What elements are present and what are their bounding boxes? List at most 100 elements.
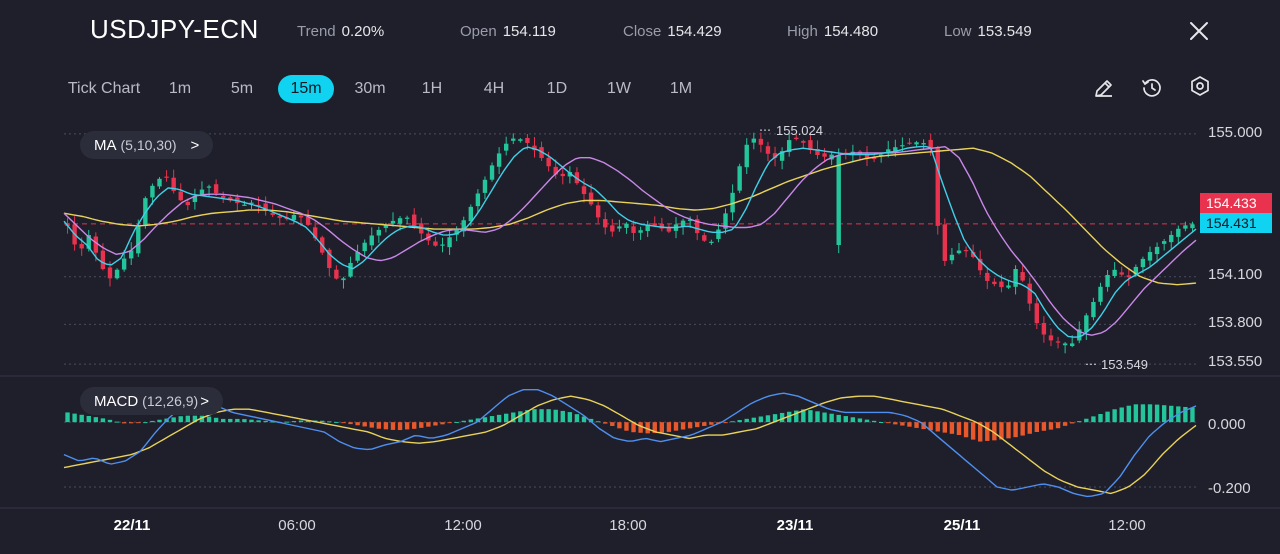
candle-up (956, 250, 962, 254)
timeframe-1mo[interactable]: 1M (669, 80, 693, 97)
time-tick-label: 22/11 (113, 517, 151, 534)
candle-up (157, 178, 162, 187)
macd-histogram-bar (383, 422, 389, 430)
macd-histogram-bar (100, 418, 106, 423)
candle-up (291, 214, 297, 220)
macd-histogram-bar (772, 414, 778, 423)
candle-up (709, 241, 714, 243)
macd-histogram-bar (567, 412, 573, 423)
stat-high: High 154.480 (787, 23, 878, 40)
candle-up (468, 206, 474, 222)
candle-up (86, 235, 91, 249)
candle-up (1084, 315, 1089, 333)
macd-histogram-bar (185, 415, 191, 423)
close-icon[interactable] (1186, 18, 1212, 44)
macd-histogram-bar (702, 422, 707, 426)
candles-group (65, 132, 1195, 354)
candle-up (1098, 286, 1103, 302)
macd-histogram-bar (404, 422, 410, 430)
candle-up (199, 189, 205, 195)
candle-up (129, 250, 134, 259)
candle-down (79, 244, 84, 249)
macd-histogram-bar (907, 422, 912, 427)
timeframe-1w[interactable]: 1W (607, 80, 631, 97)
chevron-right-icon: > (190, 137, 200, 154)
bid-price-tag: 154.433 (1200, 193, 1272, 213)
macd-histogram-bar (871, 420, 877, 423)
macd-histogram-bar (291, 421, 297, 423)
macd-histogram-bar (199, 415, 205, 423)
macd-histogram-bar (1020, 422, 1025, 436)
candle-down (963, 249, 969, 252)
macd-histogram-bar (235, 418, 240, 423)
macd-histogram-bar (857, 418, 863, 423)
timeframe-1d[interactable]: 1D (546, 80, 568, 97)
macd-histogram-bar (1069, 422, 1075, 424)
candle-up (206, 186, 212, 188)
time-tick-label: 25/11 (943, 517, 981, 534)
timeframe-1h[interactable]: 1H (421, 80, 443, 97)
candle-up (1161, 241, 1167, 244)
macd-histogram-bar (744, 418, 749, 423)
timeframe-5m[interactable]: 5m (230, 80, 254, 97)
candle-up (511, 138, 516, 141)
candle-down (588, 192, 594, 205)
macd-histogram-bar (206, 416, 212, 423)
macd-histogram-bar (213, 417, 219, 423)
ma-indicator-pill[interactable]: MA (5,10,30) > (80, 131, 214, 159)
macd-histogram-bar (228, 418, 233, 423)
macd-histogram-bar (794, 410, 799, 423)
macd-histogram-bar (588, 418, 594, 423)
timeframe-tick-chart[interactable]: Tick Chart (67, 80, 141, 97)
macd-histogram-bar (397, 422, 403, 431)
macd-histogram-bar (1154, 404, 1160, 423)
macd-histogram-bar (1169, 405, 1174, 423)
ma30-line (63, 147, 1197, 286)
macd-histogram-bar (822, 412, 827, 423)
macd-histogram-bar (412, 422, 417, 429)
timeframe-15m[interactable]: 15m (278, 75, 334, 103)
candle-up (751, 138, 757, 143)
macd-histogram-bar (121, 422, 127, 424)
macd-histogram-bar (327, 421, 332, 423)
macd-indicator-pill[interactable]: MACD (12,26,9) > (80, 387, 223, 415)
macd-tick-label: -0.200 (1208, 480, 1251, 497)
macd-params: (12,26,9) (142, 393, 199, 409)
settings-hexagon-icon[interactable] (1188, 74, 1212, 98)
macd-histogram-bar (440, 422, 445, 425)
macd-histogram-bar (928, 422, 933, 431)
timeframe-1m[interactable]: 1m (168, 80, 192, 97)
candle-up (475, 193, 481, 207)
candle-down (992, 281, 997, 285)
candle-down (652, 223, 657, 226)
macd-histogram-bar (709, 422, 714, 425)
macd-histogram-bar (242, 419, 247, 423)
candle-down (702, 235, 707, 241)
macd-histogram-bar (1034, 422, 1040, 433)
macd-histogram-bar (624, 422, 629, 431)
macd-histogram-bar (645, 422, 650, 434)
macd-histogram-bar (1161, 405, 1167, 423)
pencil-icon[interactable] (1092, 76, 1116, 100)
stat-label: Trend (297, 23, 336, 40)
candle-down (659, 223, 665, 229)
macd-histogram-bar (801, 409, 806, 423)
candle-down (532, 145, 537, 151)
macd-histogram-bar (86, 415, 91, 423)
macd-histogram-bar (1055, 422, 1061, 429)
macd-histogram-bar (652, 422, 657, 434)
timeframe-30m[interactable]: 30m (354, 80, 386, 97)
candle-down (801, 141, 806, 143)
candle-up (1147, 252, 1153, 261)
macd-histogram-bar (808, 410, 813, 423)
clock-icon[interactable] (1140, 76, 1164, 100)
timeframe-4h[interactable]: 4H (483, 80, 505, 97)
macd-histogram-bar (687, 422, 693, 429)
macd-histogram-bar (553, 409, 558, 423)
macd-histogram-bar (999, 422, 1004, 440)
chart-grid (0, 133, 1280, 509)
macd-histogram-bar (978, 422, 983, 442)
macd-histogram-bar (779, 412, 785, 423)
stat-label: Low (944, 23, 972, 40)
